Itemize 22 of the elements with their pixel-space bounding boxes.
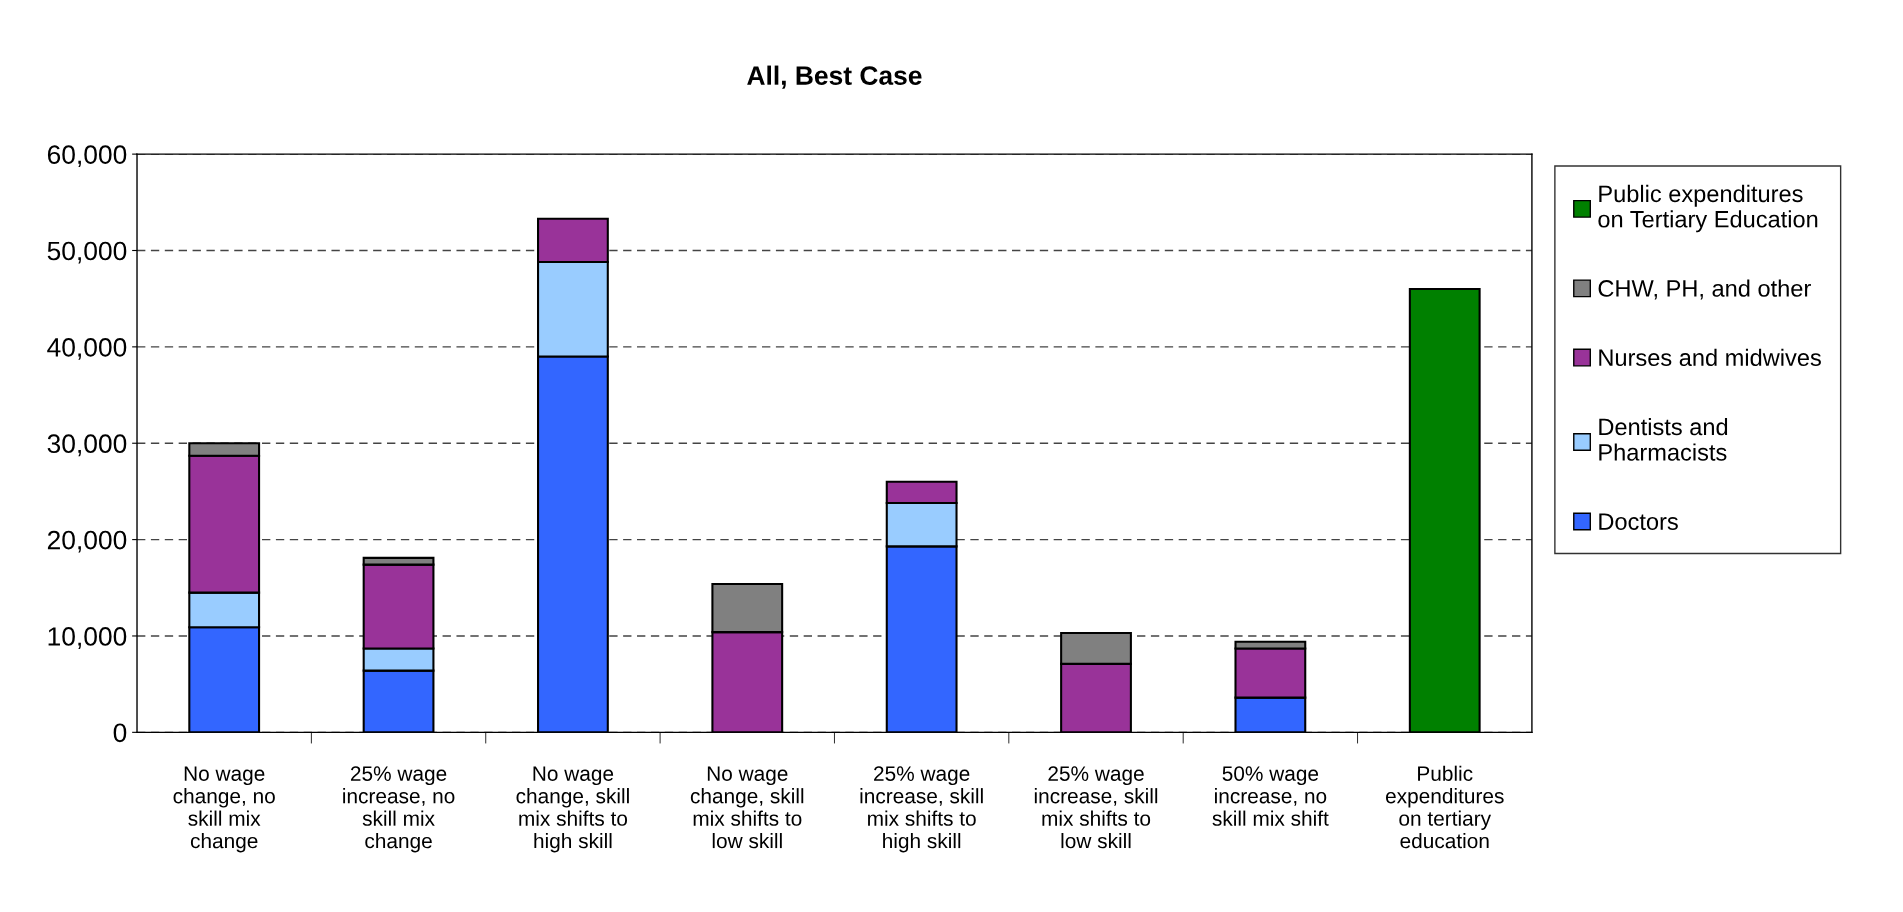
x-tick-label: 25% wage increase, no skill mix change (343, 766, 455, 853)
x-tick-label: Public expenditures on tertiary education (1385, 765, 1504, 849)
y-tick-label: 40,000 (47, 338, 127, 360)
x-tick-label: 50% wage increase, no skill mix shift (1212, 766, 1329, 826)
bar (1408, 288, 1481, 733)
y-tick-label: 0 (113, 723, 127, 743)
y-tick-label: 20,000 (47, 530, 127, 553)
chart-title: All, Best Case (747, 65, 922, 89)
x-tick-label: No wage change, skill mix shifts to low skill (690, 766, 804, 849)
legend-label: Doctors (1599, 513, 1678, 530)
y-tick-label: 50,000 (47, 241, 127, 264)
y-tick-label: 30,000 (47, 434, 127, 457)
x-tick-label: 25% wage increase, skill mix shifts to low skill (1034, 766, 1158, 849)
legend-label: Public expenditures on Tertiary Education (1598, 184, 1818, 233)
x-tick-label: 25% wage increase, skill mix shifts to high skill (860, 766, 983, 853)
legend-label: Dentists and Pharmacists (1599, 417, 1728, 461)
legend-label: CHW, PH, and other (1598, 279, 1811, 300)
y-tick-label: 10,000 (48, 627, 127, 649)
y-tick-label: 60,000 (47, 145, 127, 168)
legend-label: Nurses and midwives (1599, 348, 1821, 367)
x-tick-label: No wage change, skill mix shifts to high skill (516, 766, 629, 853)
x-tick-label: No wage change, no skill mix change (173, 766, 275, 853)
